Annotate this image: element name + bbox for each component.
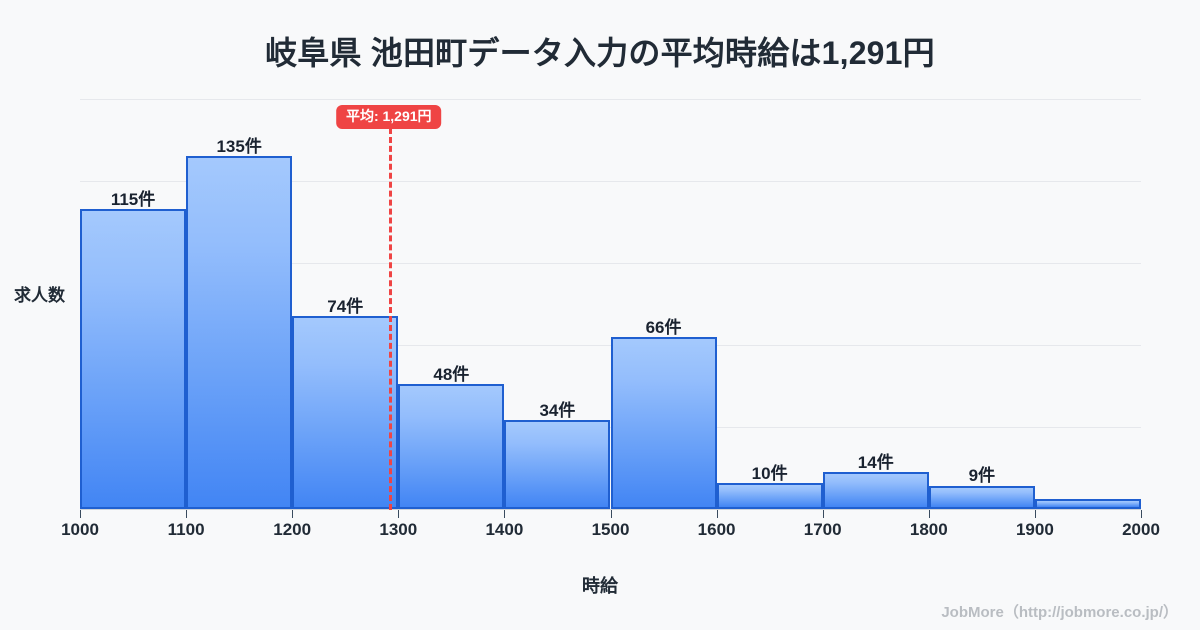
bar[interactable] [80, 208, 187, 509]
bar[interactable] [504, 420, 611, 509]
x-axis-tick-label: 1800 [909, 520, 948, 539]
x-axis-tick-label: 1600 [697, 520, 736, 539]
bar[interactable] [186, 156, 293, 509]
x-axis-tick-label: 1200 [273, 520, 312, 539]
x-axis-tick-label: 1500 [591, 520, 630, 539]
average-badge: 平均: 1,291円 [335, 105, 442, 130]
x-axis-tick [80, 510, 81, 518]
x-axis-title: 時給 [582, 576, 618, 596]
bar-value-label: 34件 [539, 401, 576, 421]
x-axis-tick-label: 1400 [485, 520, 524, 539]
x-axis-tick-label: 1000 [61, 520, 99, 539]
bar-value-label: 9件 [968, 466, 996, 486]
watermark-credit: JobMore（http://jobmore.co.jp/） [941, 604, 1178, 621]
bar-value-label: 66件 [645, 317, 682, 337]
x-axis-tick [1034, 510, 1036, 518]
x-axis-tick-label: 1100 [167, 520, 205, 539]
gridline [80, 181, 1141, 182]
x-axis-tick [186, 510, 188, 518]
bar-value-label: 48件 [433, 364, 470, 384]
x-axis-tick [610, 510, 612, 518]
x-axis-tick [398, 510, 400, 518]
x-axis-tick [716, 510, 718, 518]
x-axis-tick-label: 2000 [1122, 520, 1160, 539]
x-axis-line [80, 509, 1141, 510]
bar[interactable] [292, 315, 399, 509]
bar[interactable] [928, 485, 1035, 509]
x-axis-tick-label: 1700 [803, 520, 842, 539]
bar-value-label: 74件 [327, 296, 364, 316]
average-line [388, 128, 392, 510]
bar-value-label: 135件 [216, 137, 262, 157]
plot-area [80, 99, 1141, 509]
bar-value-label: 14件 [857, 453, 894, 473]
bar-value-label: 10件 [751, 463, 788, 483]
y-axis-title: 求人数 [14, 286, 65, 305]
bar[interactable] [1034, 498, 1141, 509]
bar-value-label: 115件 [110, 189, 156, 209]
x-axis-tick-label: 1900 [1015, 520, 1054, 539]
x-axis-tick [292, 510, 294, 518]
x-axis-tick [928, 510, 930, 518]
x-axis-tick-label: 1300 [379, 520, 418, 539]
gridline [80, 99, 1141, 100]
bar[interactable] [822, 472, 929, 509]
gridline [80, 263, 1141, 264]
bar[interactable] [716, 482, 823, 509]
x-axis-tick [822, 510, 824, 518]
bar[interactable] [398, 383, 505, 509]
bar[interactable] [610, 336, 717, 509]
x-axis-tick [504, 510, 506, 518]
page-title: 岐阜県 池田町データ入力の平均時給は1,291円 [265, 35, 935, 71]
x-axis-tick [1141, 510, 1142, 518]
